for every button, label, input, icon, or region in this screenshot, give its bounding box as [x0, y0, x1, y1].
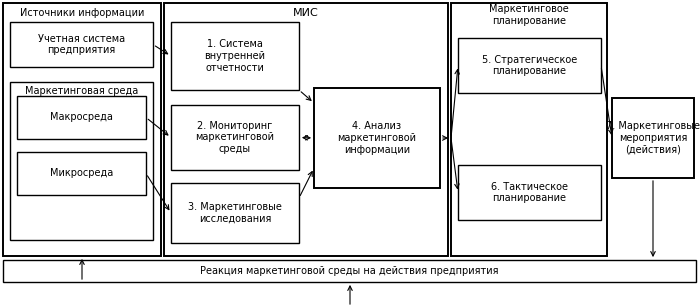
Text: МИС: МИС: [293, 8, 319, 18]
Bar: [10, 22, 153, 67]
Bar: [17, 152, 146, 195]
Bar: [17, 96, 146, 139]
Text: Маркетинговая среда: Маркетинговая среда: [25, 86, 138, 96]
Text: 3. Маркетинговые
исследования: 3. Маркетинговые исследования: [188, 202, 282, 224]
Text: 5. Стратегическое
планирование: 5. Стратегическое планирование: [482, 55, 577, 76]
Bar: [612, 98, 694, 178]
Text: 1. Система
внутренней
отчетности: 1. Система внутренней отчетности: [204, 39, 265, 72]
Text: 4. Анализ
маркетинговой
информации: 4. Анализ маркетинговой информации: [337, 121, 416, 155]
Bar: [171, 22, 299, 90]
Text: Маркетинговое
планирование: Маркетинговое планирование: [489, 4, 569, 26]
Bar: [3, 260, 696, 282]
Text: Микросреда: Микросреда: [50, 169, 113, 178]
Bar: [171, 183, 299, 243]
Text: Макросреда: Макросреда: [50, 112, 113, 122]
Bar: [314, 88, 440, 188]
Text: 2. Мониторинг
маркетинговой
среды: 2. Мониторинг маркетинговой среды: [195, 121, 274, 154]
Bar: [3, 3, 161, 256]
Text: Учетная система
предприятия: Учетная система предприятия: [38, 34, 125, 55]
Bar: [10, 82, 153, 240]
Text: 7. Маркетинговые
мероприятия
(действия): 7. Маркетинговые мероприятия (действия): [606, 121, 700, 155]
Bar: [458, 165, 601, 220]
Bar: [451, 3, 607, 256]
Bar: [164, 3, 448, 256]
Text: Источники информации: Источники информации: [20, 8, 144, 18]
Text: 6. Тактическое
планирование: 6. Тактическое планирование: [491, 182, 568, 203]
Text: Реакция маркетинговой среды на действия предприятия: Реакция маркетинговой среды на действия …: [200, 266, 498, 276]
Bar: [458, 38, 601, 93]
Bar: [171, 105, 299, 170]
